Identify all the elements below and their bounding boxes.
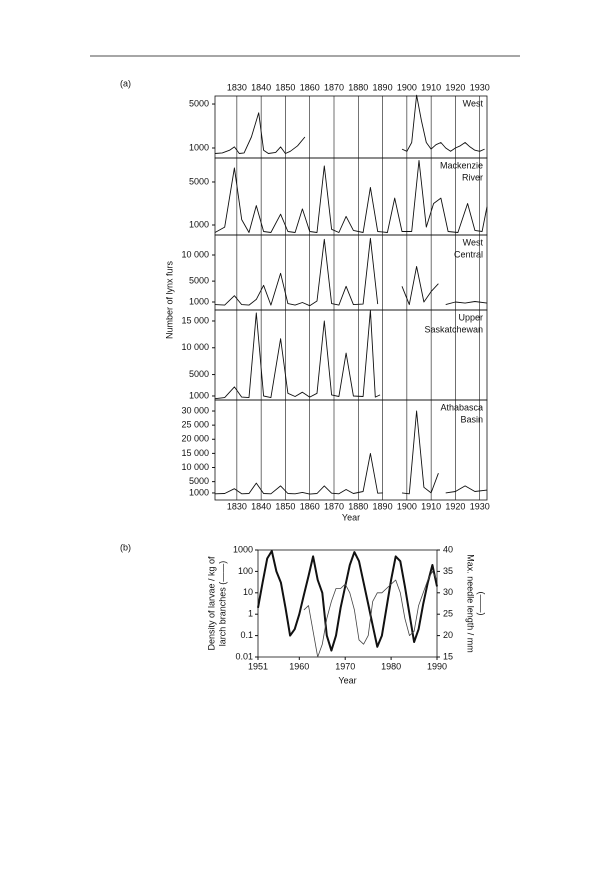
y2-tick-label: 25 [443, 609, 453, 619]
panel-title: West [463, 98, 484, 108]
y2-axis-label: (——) [477, 592, 487, 616]
panel-title: Central [454, 249, 483, 259]
y-tick-label: 1000 [233, 544, 253, 554]
y-tick-label: 5000 [189, 176, 209, 186]
y-axis-label: Density of larvae / kg of [206, 556, 216, 651]
y2-tick-label: 30 [443, 587, 453, 597]
x-tick-label: 1860 [300, 501, 320, 511]
x-tick-label: 1930 [470, 82, 490, 92]
panel-title: River [462, 172, 483, 182]
panel-title: West [463, 237, 484, 247]
x-tick-label: 1880 [348, 501, 368, 511]
x-tick-label: 1880 [348, 82, 368, 92]
y-tick-label: 1000 [189, 390, 209, 400]
y-tick-label: 5000 [189, 369, 209, 379]
x-tick-label: 1951 [248, 661, 268, 671]
x-axis-label: Year [342, 512, 360, 522]
y-tick-label: 10 000 [181, 342, 209, 352]
x-tick-label: 1920 [445, 82, 465, 92]
x-axis-label: Year [338, 675, 356, 685]
panel-title: Mackenzie [440, 160, 483, 170]
panel-label: (a) [120, 78, 131, 88]
panel-label: (b) [120, 542, 131, 552]
x-tick-label: 1850 [275, 501, 295, 511]
x-tick-label: 1960 [289, 661, 309, 671]
data-line [214, 309, 381, 400]
y-tick-label: 20 000 [181, 434, 209, 444]
x-tick-label: 1890 [373, 501, 393, 511]
x-tick-label: 1930 [470, 501, 490, 511]
x-tick-label: 1840 [251, 82, 271, 92]
data-line [257, 550, 438, 652]
y-tick-label: 5000 [189, 476, 209, 486]
data-line [214, 237, 488, 307]
x-tick-label: 1870 [324, 82, 344, 92]
y2-tick-label: 35 [443, 566, 453, 576]
data-line [303, 571, 438, 658]
y-tick-label: 10 000 [181, 249, 209, 259]
y-tick-label: 10 000 [181, 462, 209, 472]
y-tick-label: 1000 [189, 487, 209, 497]
y-tick-label: 5000 [189, 98, 209, 108]
x-tick-label: 1830 [227, 82, 247, 92]
y-tick-label: 1000 [189, 219, 209, 229]
y-tick-label: 15 000 [181, 448, 209, 458]
panel-title: Athabasca [440, 402, 483, 412]
y-tick-label: 10 [243, 587, 253, 597]
x-tick-label: 1850 [275, 82, 295, 92]
y-tick-label: 30 000 [181, 405, 209, 415]
panel-title: Upper [458, 312, 483, 322]
x-tick-label: 1860 [300, 82, 320, 92]
y2-tick-label: 20 [443, 630, 453, 640]
x-tick-label: 1970 [335, 661, 355, 671]
y-tick-label: 1000 [189, 142, 209, 152]
x-tick-label: 1830 [227, 501, 247, 511]
panel-title: Basin [460, 414, 483, 424]
panel-title: Saskatchewan [424, 324, 483, 334]
x-tick-label: 1980 [381, 661, 401, 671]
x-tick-label: 1900 [397, 501, 417, 511]
x-tick-label: 1910 [421, 501, 441, 511]
x-tick-label: 1910 [421, 82, 441, 92]
y-tick-label: 15 000 [181, 315, 209, 325]
x-tick-label: 1840 [251, 501, 271, 511]
x-tick-label: 1870 [324, 501, 344, 511]
y-tick-label: 0.1 [240, 630, 253, 640]
y-axis-label: Number of lynx furs [164, 260, 174, 339]
x-tick-label: 1990 [427, 661, 447, 671]
y-tick-label: 1 [248, 609, 253, 619]
x-tick-label: 1890 [373, 82, 393, 92]
y-tick-label: 5000 [189, 275, 209, 285]
x-tick-label: 1900 [397, 82, 417, 92]
data-line [214, 94, 485, 154]
y2-tick-label: 15 [443, 651, 453, 661]
y-tick-label: 0.01 [235, 651, 253, 661]
panel-frame [214, 399, 488, 501]
y-tick-label: 1000 [189, 296, 209, 306]
x-tick-label: 1920 [445, 501, 465, 511]
y-axis-label: larch branches (——) [217, 561, 227, 647]
y2-axis-label: Max. needle length / mm [466, 554, 476, 653]
data-line [214, 410, 488, 495]
data-line [214, 160, 488, 233]
y-tick-label: 100 [238, 566, 253, 576]
y2-tick-label: 40 [443, 544, 453, 554]
y-tick-label: 25 000 [181, 420, 209, 430]
